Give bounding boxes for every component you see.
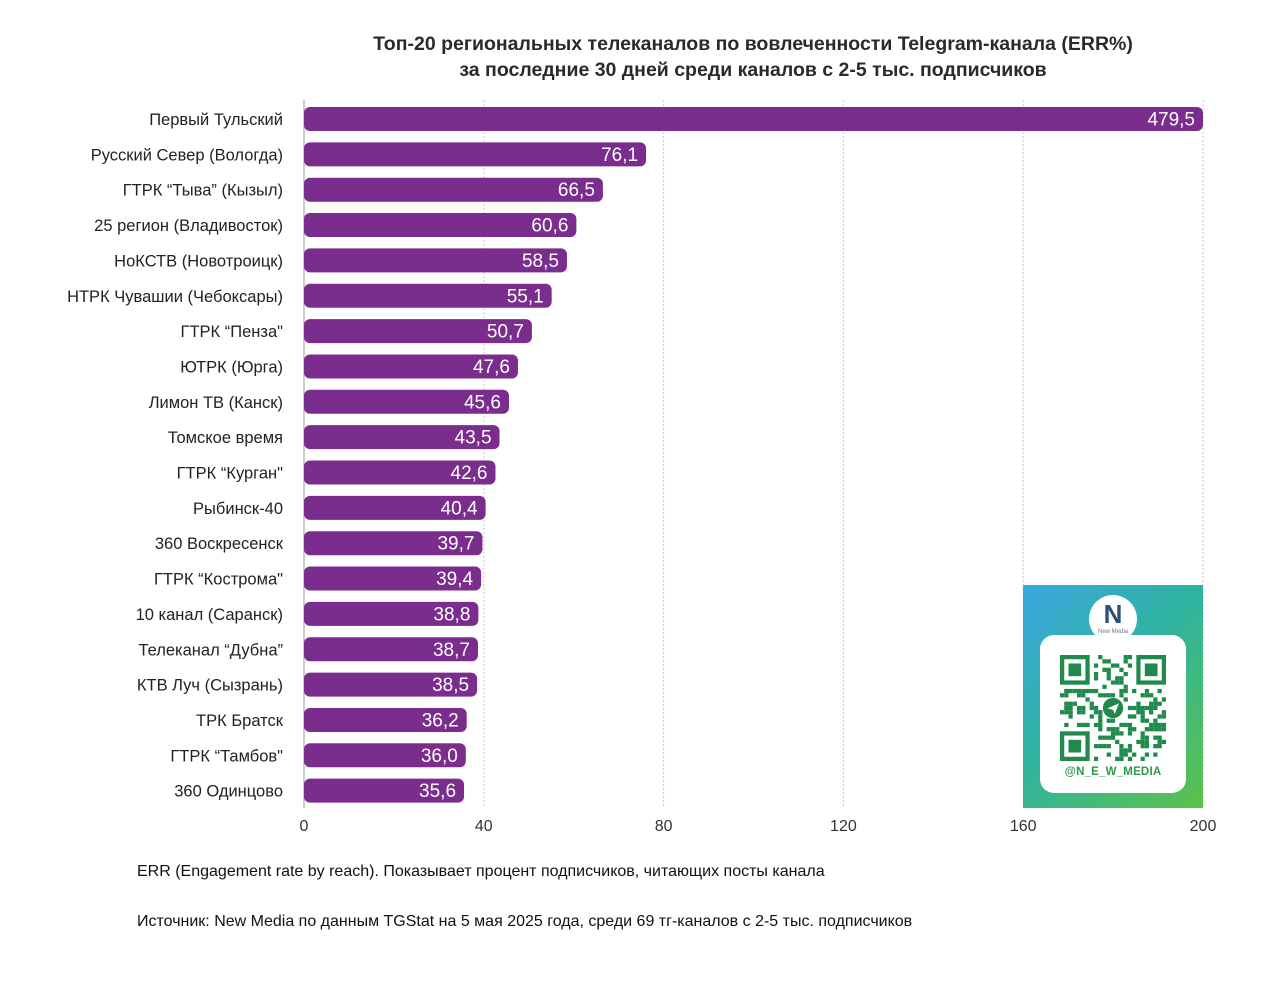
bar-value-label: 40,4	[441, 498, 478, 519]
x-tick-label: 40	[475, 818, 493, 835]
bar-value-label: 45,6	[464, 392, 501, 413]
x-tick-label: 80	[655, 818, 673, 835]
bar-value-label: 39,7	[437, 534, 474, 555]
qr-code-icon[interactable]	[1060, 655, 1166, 761]
category-label: Русский Север (Вологда)	[91, 146, 283, 164]
bar-value-label: 38,8	[433, 604, 470, 625]
bar	[304, 213, 577, 238]
bar-value-label: 66,5	[558, 180, 595, 201]
bar-value-label: 43,5	[455, 428, 492, 449]
bar	[304, 283, 552, 308]
bar	[304, 248, 567, 273]
bar	[304, 778, 465, 803]
bar-value-label: 60,6	[531, 216, 568, 237]
category-label: ГТРК “Тыва” (Кызыл)	[123, 182, 283, 200]
x-tick-label: 160	[1010, 818, 1037, 835]
category-label: ГТРК “Курган"	[177, 465, 284, 483]
category-label: ГТРК “Кострома"	[154, 571, 283, 589]
bar	[304, 425, 500, 450]
source-note: Источник: New Media по данным TGStat на …	[137, 913, 913, 930]
bar-value-label: 38,7	[433, 640, 470, 661]
x-tick-label: 200	[1190, 818, 1217, 835]
category-label: НоКСТВ (Новотроицк)	[114, 252, 283, 270]
bar	[304, 672, 478, 697]
bar-value-label: 42,6	[451, 463, 488, 484]
bar	[304, 495, 486, 520]
category-label: 360 Воскресенск	[155, 535, 284, 553]
category-label: ГТРК “Пенза"	[181, 323, 284, 341]
bar-value-label: 36,0	[421, 746, 458, 767]
bar	[304, 707, 467, 732]
category-label: Рыбинск-40	[193, 500, 283, 518]
category-label: ТРК Братск	[196, 712, 284, 730]
category-label: ГТРК “Тамбов"	[170, 747, 283, 765]
bar-value-label: 76,1	[601, 145, 638, 166]
chart-title-line1: Топ-20 региональных телеканалов по вовле…	[373, 33, 1133, 55]
logo-letter: N	[1103, 599, 1123, 629]
category-label: Томское время	[168, 429, 283, 447]
x-tick-label: 120	[830, 818, 857, 835]
category-label: ЮТРК (Юрга)	[180, 358, 283, 376]
bar-value-label: 479,5	[1147, 110, 1195, 131]
category-label: 25 регион (Владивосток)	[94, 217, 283, 235]
bar-value-label: 58,5	[522, 251, 559, 272]
bar-value-label: 35,6	[419, 781, 456, 802]
bar	[304, 107, 1203, 131]
bar-value-label: 47,6	[473, 357, 510, 378]
category-label: 360 Одинцово	[174, 783, 283, 801]
category-label: КТВ Луч (Сызрань)	[137, 677, 283, 695]
chart-subtitle: за последние 30 дней среди каналов с 2-5…	[459, 59, 1047, 81]
category-label: 10 канал (Саранск)	[136, 606, 283, 624]
bar-value-label: 55,1	[507, 286, 544, 307]
category-label: Лимон ТВ (Канск)	[149, 394, 283, 412]
definition-note: ERR (Engagement rate by reach). Показыва…	[137, 863, 825, 880]
bar	[304, 460, 496, 485]
bar-value-label: 38,5	[432, 675, 469, 696]
category-label: Первый Тульский	[149, 111, 283, 129]
qr-card: @N_E_W_MEDIA	[1040, 635, 1186, 793]
bar	[304, 566, 482, 591]
bar-value-label: 39,4	[436, 569, 473, 590]
bar	[304, 601, 479, 626]
bar	[304, 354, 518, 379]
bar	[304, 637, 478, 662]
telegram-handle[interactable]: @N_E_W_MEDIA	[1064, 766, 1162, 778]
bar	[304, 319, 532, 344]
category-label: Телеканал “Дубна”	[138, 641, 283, 659]
logo-text: New Media	[1097, 629, 1128, 635]
chart-title: Топ-20 региональных телеканалов по вовле…	[300, 31, 1206, 83]
bar	[304, 177, 603, 202]
bar	[304, 743, 466, 768]
bar-value-label: 50,7	[487, 322, 524, 343]
bar-value-label: 36,2	[422, 710, 459, 731]
promo-qr-block[interactable]: N New Media @N_E_W_MEDIA	[1023, 585, 1203, 808]
x-tick-label: 0	[300, 818, 309, 835]
bar	[304, 389, 509, 414]
category-label: НТРК Чувашии (Чебоксары)	[67, 288, 283, 306]
bar	[304, 142, 647, 167]
bar	[304, 531, 483, 556]
